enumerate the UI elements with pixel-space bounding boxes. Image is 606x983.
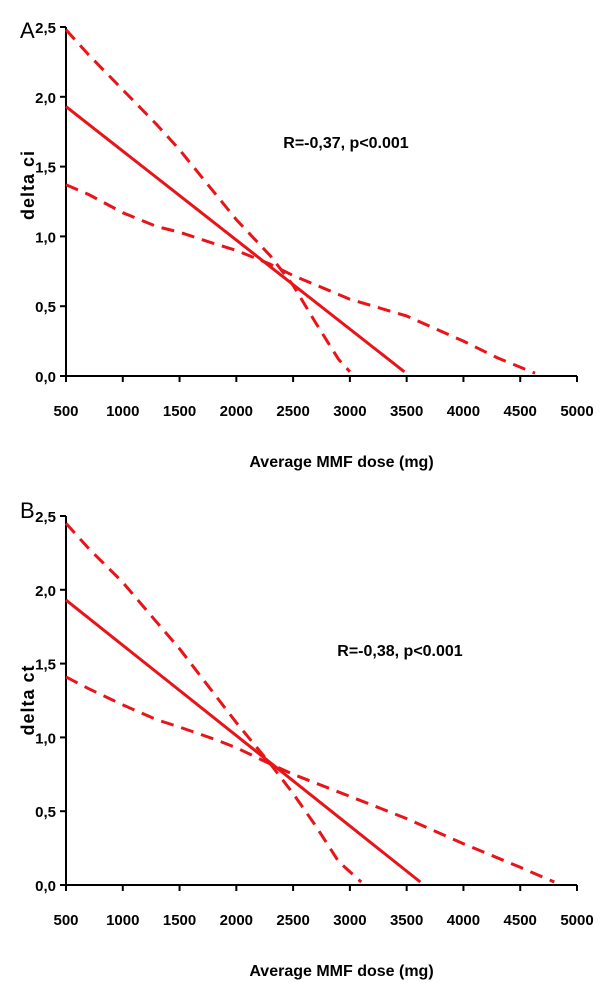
correlation-annotation: R=-0,37, p<0.001 bbox=[283, 135, 409, 152]
x-tick-label: 500 bbox=[53, 403, 78, 420]
lower-confidence-band bbox=[65, 183, 536, 375]
x-tick-label: 4500 bbox=[504, 912, 537, 929]
y-tick-label: 0,5 bbox=[35, 804, 56, 821]
x-tick-label: 2000 bbox=[220, 912, 253, 929]
x-tick-label: 4000 bbox=[447, 912, 480, 929]
x-tick-label: 3500 bbox=[390, 912, 423, 929]
y-tick-label: 2,5 bbox=[35, 20, 56, 37]
y-tick-label: 1,0 bbox=[35, 229, 56, 246]
upper-confidence-band bbox=[64, 522, 363, 884]
y-tick-label: 2,0 bbox=[35, 583, 56, 600]
correlation-annotation: R=-0,38, p<0.001 bbox=[337, 643, 463, 660]
x-axis-title: Average MMF dose (mg) bbox=[249, 963, 433, 980]
y-tick-label: 0,0 bbox=[35, 878, 56, 895]
x-tick-label: 5000 bbox=[560, 403, 593, 420]
x-tick-label: 1500 bbox=[163, 912, 196, 929]
regression-line bbox=[65, 105, 406, 373]
x-tick-label: 3000 bbox=[333, 403, 366, 420]
y-axis-title: delta ct bbox=[18, 664, 38, 735]
panel-letter: B bbox=[20, 498, 35, 523]
panel-letter: A bbox=[20, 18, 35, 43]
x-tick-label: 3000 bbox=[333, 912, 366, 929]
lower-confidence-band bbox=[65, 675, 555, 884]
x-tick-label: 1500 bbox=[163, 403, 196, 420]
x-tick-label: 5000 bbox=[560, 912, 593, 929]
y-tick-label: 1,5 bbox=[35, 657, 56, 674]
x-tick-label: 2500 bbox=[276, 912, 309, 929]
x-axis-title: Average MMF dose (mg) bbox=[249, 454, 433, 471]
x-tick-label: 4000 bbox=[447, 403, 480, 420]
x-tick-label: 1000 bbox=[106, 912, 139, 929]
regression-line bbox=[65, 598, 422, 884]
y-tick-label: 2,5 bbox=[35, 509, 56, 526]
upper-confidence-band bbox=[64, 28, 352, 373]
x-tick-label: 500 bbox=[53, 912, 78, 929]
y-tick-label: 1,5 bbox=[35, 160, 56, 177]
panel-b: B 0,0 0,5 1,0 1,5 2,0 2,5 500 1000 1500 2000 2500 30… bbox=[18, 498, 594, 980]
x-tick-label: 2500 bbox=[276, 403, 309, 420]
x-tick-label: 1000 bbox=[106, 403, 139, 420]
y-axis-title: delta ci bbox=[18, 150, 38, 220]
y-tick-label: 1,0 bbox=[35, 730, 56, 747]
x-tick-label: 3500 bbox=[390, 403, 423, 420]
y-tick-label: 0,5 bbox=[35, 299, 56, 316]
y-tick-label: 2,0 bbox=[35, 90, 56, 107]
y-tick-label: 0,0 bbox=[35, 369, 56, 386]
x-tick-label: 4500 bbox=[504, 403, 537, 420]
x-tick-label: 2000 bbox=[220, 403, 253, 420]
panel-a: A 0,0 0,5 1,0 1,5 2,0 2,5 500 1000 1500 2000 2500 30… bbox=[18, 18, 594, 471]
